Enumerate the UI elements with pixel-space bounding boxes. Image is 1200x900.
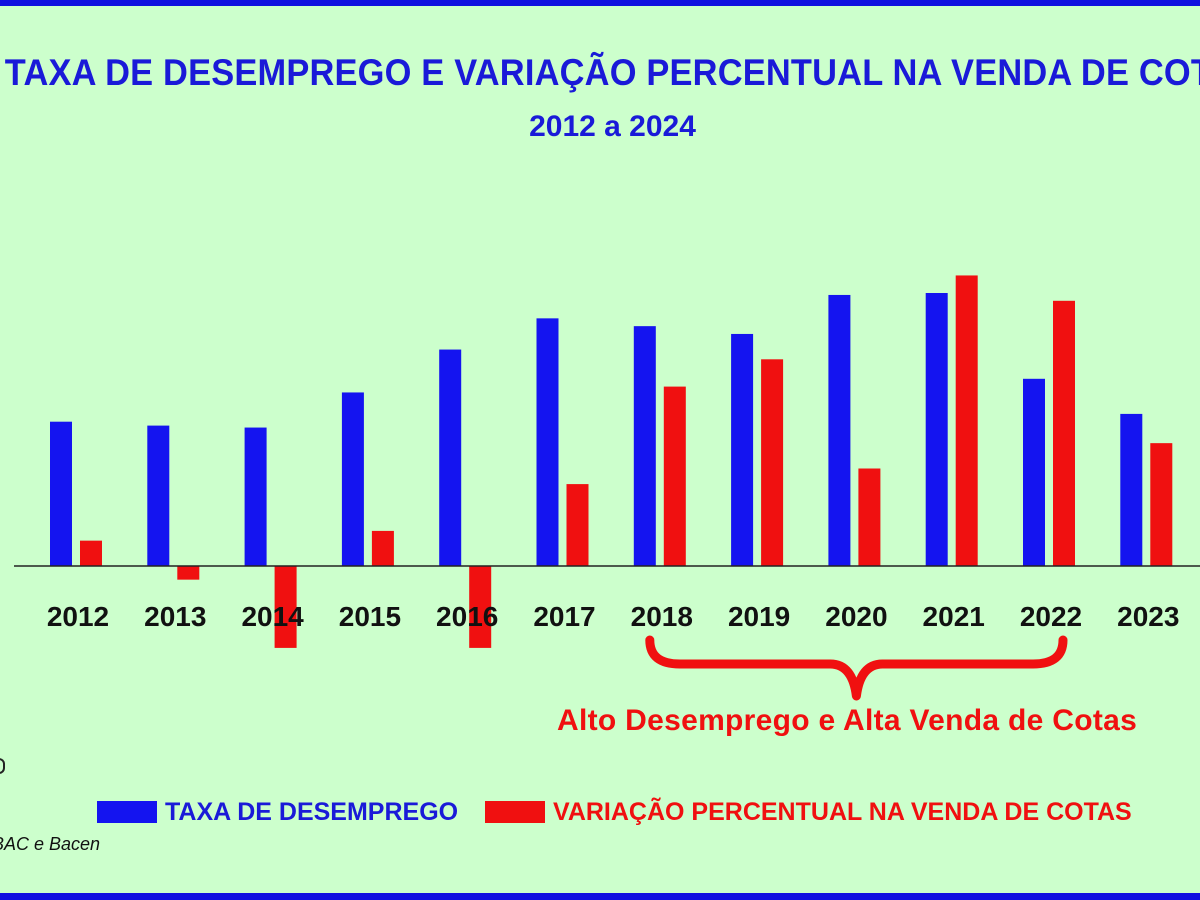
bottom-border [0,893,1200,900]
sales-bar-2023 [1150,443,1173,566]
chart-subtitle: 2012 a 2024 [529,110,696,143]
chart-title: TAXA DE DESEMPREGO E VARIAÇÃO PERCENTUAL… [4,52,1200,93]
unemployment-bar-2017 [536,318,559,566]
unemployment-bar-2020 [828,294,851,566]
legend-swatch-blue [97,801,157,823]
top-border [0,0,1200,6]
unemployment-bar-2021 [925,293,948,566]
unemployment-bar-2014 [244,427,267,566]
x-tick-label-2018: 2018 [631,601,693,632]
sales-bar-2015 [371,530,394,566]
source-note: BAC e Bacen [0,834,101,854]
x-tick-label-2015: 2015 [339,601,401,632]
unemployment-bar-2016 [439,349,462,566]
sales-bar-2019 [761,359,784,566]
sales-bar-2022 [1053,300,1075,566]
x-tick-label-2021: 2021 [923,601,985,632]
annotation-brace [645,635,1068,701]
x-tick-label-2017: 2017 [533,601,595,632]
unemployment-bar-2015 [341,392,364,566]
unemployment-bar-2022 [1023,378,1045,566]
legend-label-unemployment: TAXA DE DESEMPREGO [165,798,459,826]
sales-bar-2014 [274,566,297,648]
unemployment-bar-2012 [50,421,72,566]
unemployment-bar-2023 [1120,413,1143,566]
sales-bar-2012 [80,540,102,566]
unemployment-bar-2019 [731,333,754,566]
x-tick-label-2022: 2022 [1020,601,1082,632]
legend-label-sales: VARIAÇÃO PERCENTUAL NA VENDA DE COTAS [553,798,1132,826]
sales-bar-2013 [177,566,200,580]
sales-bar-2021 [955,275,978,566]
x-tick-label-2019: 2019 [728,601,790,632]
sales-bar-2020 [858,468,881,566]
legend-swatch-red [485,801,545,823]
unemployment-bar-2013 [147,425,170,566]
sales-bar-2018 [663,386,686,566]
unemployment-bar-2018 [633,326,656,566]
x-tick-label-2016: 2016 [436,601,498,632]
sales-bar-2016 [469,566,492,648]
sales-bar-2017 [566,484,589,566]
x-tick-label-2012: 2012 [47,601,109,632]
x-tick-label-2013: 2013 [144,601,206,632]
annotation-label: Alto Desemprego e Alta Venda de Cotas [557,704,1138,737]
x-tick-label-2020: 2020 [825,601,887,632]
x-tick-label-2023: 2023 [1117,601,1179,632]
x-tick-label-2014: 2014 [241,601,304,632]
